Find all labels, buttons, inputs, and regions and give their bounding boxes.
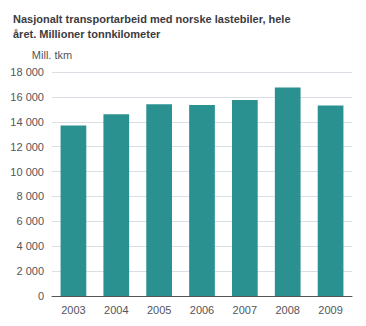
svg-text:8 000: 8 000 — [16, 190, 44, 202]
svg-text:14 000: 14 000 — [10, 116, 44, 128]
svg-text:2008: 2008 — [275, 304, 299, 316]
svg-text:2009: 2009 — [318, 304, 342, 316]
svg-text:2004: 2004 — [104, 304, 128, 316]
svg-text:18 000: 18 000 — [10, 66, 44, 78]
svg-text:året. Millioner tonnkilometer: året. Millioner tonnkilometer — [13, 28, 161, 40]
svg-text:2006: 2006 — [190, 304, 214, 316]
svg-text:10 000: 10 000 — [10, 166, 44, 178]
svg-text:6 000: 6 000 — [16, 215, 44, 227]
svg-text:2 000: 2 000 — [16, 265, 44, 277]
svg-text:2005: 2005 — [147, 304, 171, 316]
svg-text:2007: 2007 — [233, 304, 257, 316]
svg-text:0: 0 — [38, 290, 44, 302]
svg-text:12 000: 12 000 — [10, 141, 44, 153]
svg-text:Mill. tkm: Mill. tkm — [32, 49, 72, 61]
svg-text:4 000: 4 000 — [16, 240, 44, 252]
svg-text:16 000: 16 000 — [10, 91, 44, 103]
svg-text:Nasjonalt transportarbeid med: Nasjonalt transportarbeid med norske las… — [13, 13, 291, 25]
svg-text:2003: 2003 — [61, 304, 85, 316]
